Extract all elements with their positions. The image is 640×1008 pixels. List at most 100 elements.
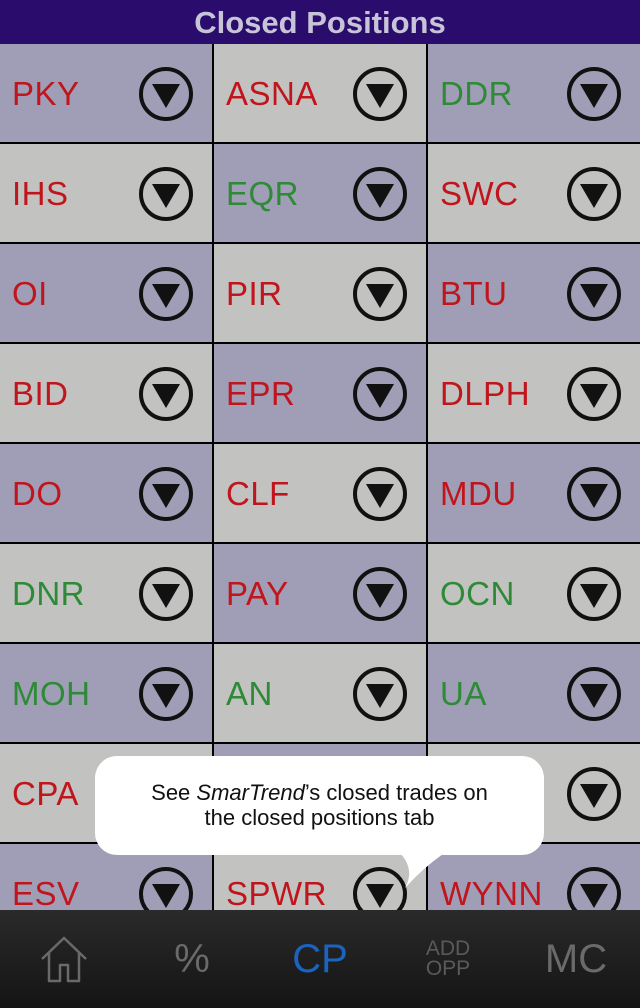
position-cell[interactable]: IHS	[0, 144, 212, 242]
expand-button[interactable]	[566, 466, 622, 522]
tab-add-label: ADD	[425, 937, 471, 960]
position-cell[interactable]: UA	[428, 644, 640, 742]
position-symbol: AN	[226, 675, 273, 712]
callout-bubble	[95, 756, 544, 855]
tab-percent[interactable]: %	[128, 910, 256, 1008]
position-symbol: DO	[12, 475, 63, 512]
expand-button[interactable]	[566, 166, 622, 222]
chevron-down-icon	[139, 267, 193, 321]
position-symbol: PAY	[226, 575, 289, 612]
home-icon	[41, 936, 87, 983]
position-cell[interactable]: WYNN	[428, 844, 640, 910]
position-cell[interactable]: EQR	[214, 144, 426, 242]
position-symbol: PKY	[12, 75, 80, 112]
position-cell[interactable]: MOH	[0, 644, 212, 742]
position-symbol: MOH	[12, 675, 91, 712]
chevron-down-icon	[567, 167, 621, 221]
expand-button[interactable]	[566, 266, 622, 322]
position-cell[interactable]: SWC	[428, 144, 640, 242]
expand-button[interactable]	[138, 66, 194, 122]
expand-button[interactable]	[352, 666, 408, 722]
positions-grid: PKY ASNA DDR IHS EQR SWC OI PIR BTU BID EPR DLPH DO C…	[0, 44, 640, 910]
position-cell[interactable]: PKY	[0, 44, 212, 142]
position-cell[interactable]: BID	[0, 344, 212, 442]
chevron-down-icon	[567, 367, 621, 421]
position-symbol: SPWR	[226, 875, 327, 910]
position-cell[interactable]: AN	[214, 644, 426, 742]
expand-button[interactable]	[352, 66, 408, 122]
tab-home[interactable]	[0, 910, 128, 1008]
position-cell[interactable]: BTU	[428, 244, 640, 342]
position-cell[interactable]: PIR	[214, 244, 426, 342]
chevron-down-icon	[139, 567, 193, 621]
expand-button[interactable]	[352, 466, 408, 522]
position-symbol: DDR	[440, 75, 513, 112]
expand-button[interactable]	[566, 366, 622, 422]
chevron-down-icon	[567, 567, 621, 621]
position-cell[interactable]: SPWR	[214, 844, 426, 910]
tab-closed-positions[interactable]: CP	[256, 910, 384, 1008]
expand-button[interactable]	[352, 366, 408, 422]
expand-button[interactable]	[566, 666, 622, 722]
chevron-down-icon	[567, 267, 621, 321]
position-symbol: CPA	[12, 775, 79, 812]
chevron-down-icon	[353, 367, 407, 421]
callout-brand: SmarTrend	[196, 780, 305, 805]
position-cell[interactable]: DLPH	[428, 344, 640, 442]
position-cell[interactable]: OCN	[428, 544, 640, 642]
expand-button[interactable]	[566, 766, 622, 822]
expand-button[interactable]	[138, 166, 194, 222]
position-cell[interactable]: DDR	[428, 44, 640, 142]
chevron-down-icon	[567, 667, 621, 721]
chevron-down-icon	[567, 867, 621, 910]
tooltip-callout: See SmarTrend’s closed trades on the clo…	[95, 756, 544, 888]
chevron-down-icon	[353, 667, 407, 721]
expand-button[interactable]	[352, 566, 408, 622]
expand-button[interactable]	[138, 366, 194, 422]
chevron-down-icon	[567, 767, 621, 821]
position-cell[interactable]: OI	[0, 244, 212, 342]
expand-button[interactable]	[138, 466, 194, 522]
chevron-down-icon	[139, 867, 193, 910]
position-symbol: BID	[12, 375, 69, 412]
expand-button[interactable]	[138, 266, 194, 322]
position-cell[interactable]: ESV	[0, 844, 212, 910]
expand-button[interactable]	[352, 866, 408, 910]
chevron-down-icon	[567, 67, 621, 121]
expand-button[interactable]	[138, 566, 194, 622]
chevron-down-icon	[353, 867, 407, 910]
position-cell[interactable]: DO	[0, 444, 212, 542]
expand-button[interactable]	[566, 66, 622, 122]
page-title-text: Closed Positions	[194, 5, 446, 40]
tab-add-opp[interactable]: ADD OPP	[384, 910, 512, 1008]
position-symbol: PIR	[226, 275, 283, 312]
position-cell[interactable]: CLF	[214, 444, 426, 542]
chevron-down-icon	[353, 167, 407, 221]
chevron-down-icon	[139, 67, 193, 121]
expand-button[interactable]	[352, 166, 408, 222]
callout-line2: the closed positions tab	[204, 805, 435, 830]
position-symbol: UA	[440, 675, 487, 712]
expand-button[interactable]	[138, 866, 194, 910]
chevron-down-icon	[353, 267, 407, 321]
position-cell[interactable]: DNR	[0, 544, 212, 642]
position-symbol: BTU	[440, 275, 508, 312]
chevron-down-icon	[567, 467, 621, 521]
position-cell[interactable]: MDU	[428, 444, 640, 542]
chevron-down-icon	[139, 167, 193, 221]
position-symbol: ESV	[12, 875, 80, 910]
position-symbol: EPR	[226, 375, 296, 412]
position-cell[interactable]: PAY	[214, 544, 426, 642]
position-cell[interactable]: EPR	[214, 344, 426, 442]
position-cell[interactable]: ASNA	[214, 44, 426, 142]
chevron-down-icon	[353, 67, 407, 121]
expand-button[interactable]	[566, 566, 622, 622]
tab-add-opp-label: ADD OPP	[425, 937, 471, 979]
tab-mc[interactable]: MC	[512, 910, 640, 1008]
expand-button[interactable]	[352, 266, 408, 322]
expand-button[interactable]	[138, 666, 194, 722]
position-symbol: DLPH	[440, 375, 531, 412]
expand-button[interactable]	[566, 866, 622, 910]
position-symbol: CLF	[226, 475, 290, 512]
position-symbol: DNR	[12, 575, 85, 612]
